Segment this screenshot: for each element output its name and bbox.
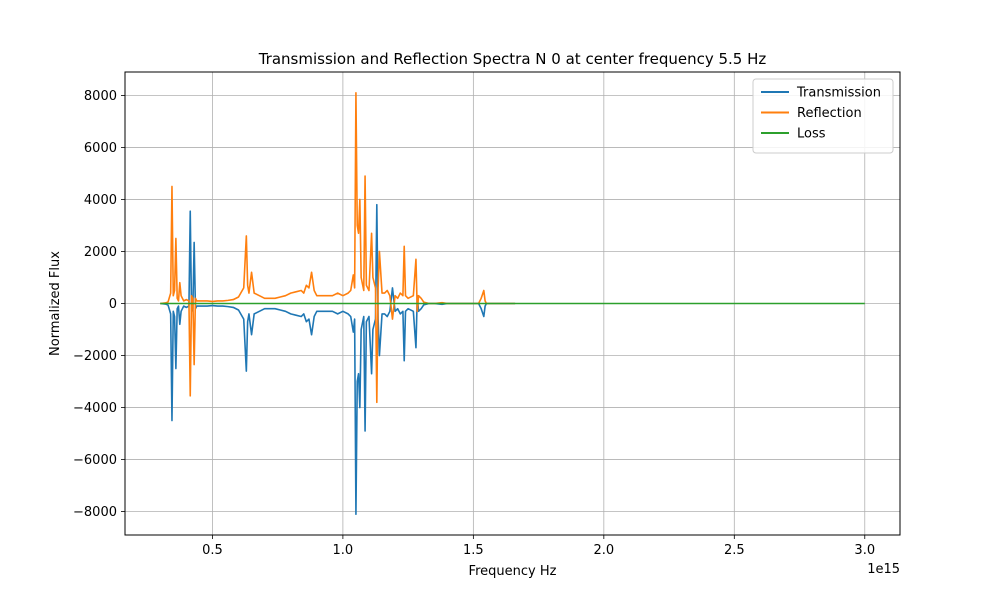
legend-label: Reflection xyxy=(797,106,862,121)
x-axis-label: Frequency Hz xyxy=(469,564,557,579)
x-tick-label: 1.5 xyxy=(463,543,484,558)
y-tick-label: 8000 xyxy=(84,89,117,104)
series-line-reflection xyxy=(160,92,516,404)
legend-label: Transmission xyxy=(796,86,881,101)
y-tick-label: 6000 xyxy=(84,141,117,156)
y-tick-label: 0 xyxy=(109,297,117,312)
y-axis-label: Normalized Flux xyxy=(48,251,63,356)
legend: Transmission Reflection Loss xyxy=(752,78,894,154)
series-lines xyxy=(160,92,865,515)
x-tick-label: 2.5 xyxy=(724,543,745,558)
chart-title: Transmission and Reflection Spectra N 0 … xyxy=(258,50,767,68)
legend-box xyxy=(752,78,894,154)
x-tick-label: 1.0 xyxy=(333,543,354,558)
x-axis: 0.5 1.0 1.5 2.0 2.5 3.0 xyxy=(202,535,875,558)
y-tick-label: −2000 xyxy=(73,349,117,364)
y-axis: −8000 −6000 −4000 −2000 0 2000 4000 6000 8000 xyxy=(73,89,125,520)
y-tick-label: 4000 xyxy=(84,193,117,208)
y-tick-label: 2000 xyxy=(84,245,117,260)
y-tick-label: −8000 xyxy=(73,505,117,520)
x-tick-label: 3.0 xyxy=(854,543,875,558)
x-tick-label: 0.5 xyxy=(202,543,223,558)
legend-label: Loss xyxy=(797,127,826,142)
x-tick-label: 2.0 xyxy=(593,543,614,558)
y-tick-label: −4000 xyxy=(73,401,117,416)
y-tick-label: −6000 xyxy=(73,453,117,468)
x-axis-offset-label: 1e15 xyxy=(867,562,900,577)
